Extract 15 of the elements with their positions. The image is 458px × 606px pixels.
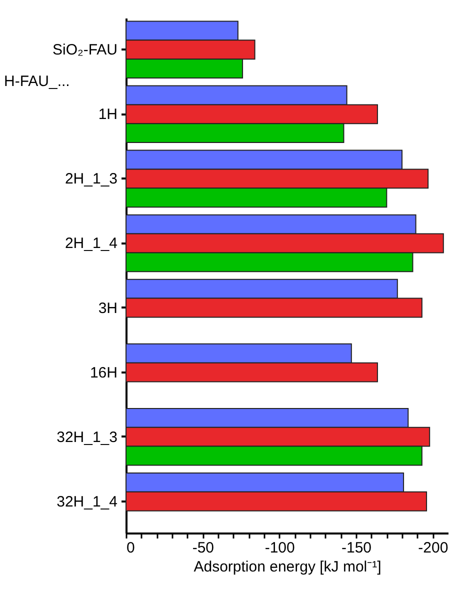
y-tick-label: SiO₂-FAU xyxy=(52,42,118,59)
x-tick-label: -50 xyxy=(192,540,214,556)
y-tick-label: 16H xyxy=(90,364,118,382)
y-tick-label: 2H_1_4 xyxy=(64,235,118,252)
x-tick-label: 0 xyxy=(126,540,135,556)
y-tick-label: 2H_1_3 xyxy=(64,170,118,188)
x-tick-label: -150 xyxy=(341,540,372,556)
x-axis-title: Adsorption energy [kJ mol⁻¹] xyxy=(194,558,382,576)
y-tick-label: 32H_1_3 xyxy=(56,428,118,446)
text: H-FAU_... xyxy=(4,73,70,90)
x-tick-label: -200 xyxy=(418,540,448,556)
y-tick-label: 1H xyxy=(98,106,118,124)
y-tick-label: 32H_1_4 xyxy=(56,493,118,510)
x-tick-label: -100 xyxy=(264,540,295,556)
y-tick-label: 3H xyxy=(98,300,118,317)
